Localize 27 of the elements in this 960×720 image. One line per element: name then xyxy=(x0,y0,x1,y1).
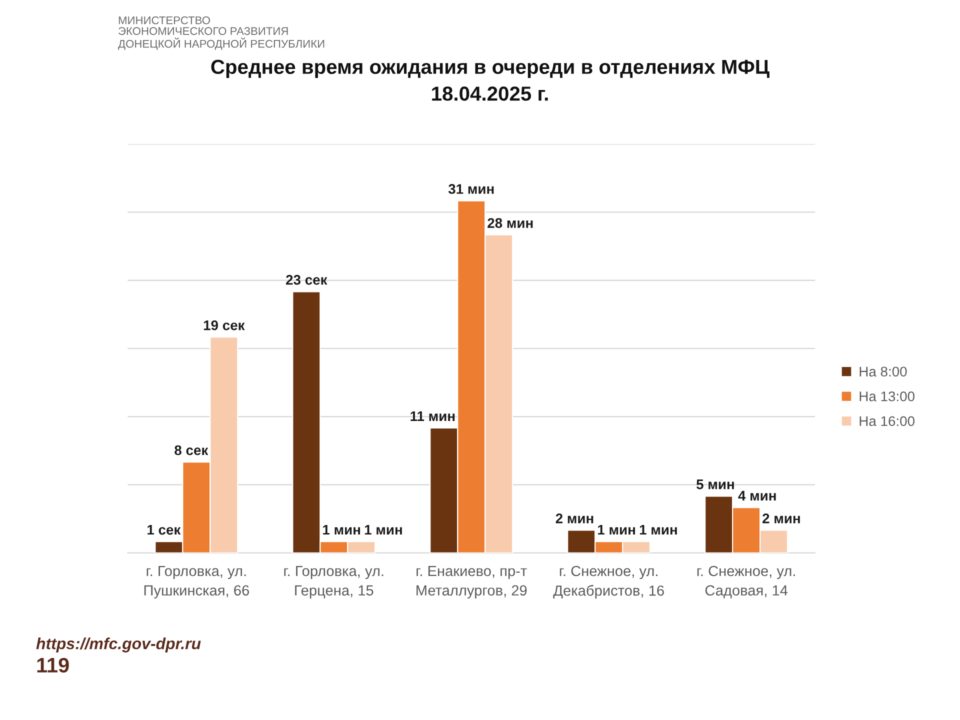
data-label: 1 сек xyxy=(148,524,181,535)
data-label: 8 сек xyxy=(174,445,208,456)
data-label: 11 мин xyxy=(410,411,455,421)
x-tick-label: г. Снежное, ул. Садовая, 14 xyxy=(697,566,795,598)
data-label: 1 мин xyxy=(323,524,360,535)
x-tick-label: г. Снежное, ул. Декабристов, 16 xyxy=(553,566,664,599)
legend-label: На 16:00 xyxy=(860,416,914,426)
x-tick-label: г. Енакиево, пр-т Металлургов, 29 xyxy=(416,566,527,598)
x-tick-label: г. Горловка, ул. Пушкинская, 66 xyxy=(144,566,249,598)
text: МИНИСТЕРСТВО ЭКОНОМИЧЕСКОГО РАЗВИТИЯ ДОНЕЦКОЙ НАРОДНОЙ РЕСПУБЛИКИ xyxy=(118,16,324,50)
data-label: 1 мин xyxy=(640,524,677,535)
x-tick-label: г. Горловка, ул. Герцена, 15 xyxy=(284,566,384,598)
data-label: 5 мин xyxy=(696,480,734,490)
data-label: 19 сек xyxy=(204,320,245,330)
chart-title: Среднее время ожидания в очереди в отделениях МФЦ 18.04.2025 г. xyxy=(211,60,770,101)
text: https://mfc.gov-dpr.ru xyxy=(36,638,201,652)
data-label: 23 сек xyxy=(286,274,328,285)
data-label: 1 мин xyxy=(364,524,402,535)
data-label: 31 мин xyxy=(448,184,494,194)
legend-label: На 13:00 xyxy=(860,391,914,402)
text: 119 xyxy=(37,658,69,673)
data-label: 28 мин xyxy=(488,218,533,228)
data-label: 4 мин xyxy=(738,490,776,500)
data-label: 2 мин xyxy=(762,513,800,524)
data-label: 2 мин xyxy=(556,513,594,524)
data-label: 1 мин xyxy=(598,524,635,535)
legend-label: На 8:00 xyxy=(860,366,907,377)
